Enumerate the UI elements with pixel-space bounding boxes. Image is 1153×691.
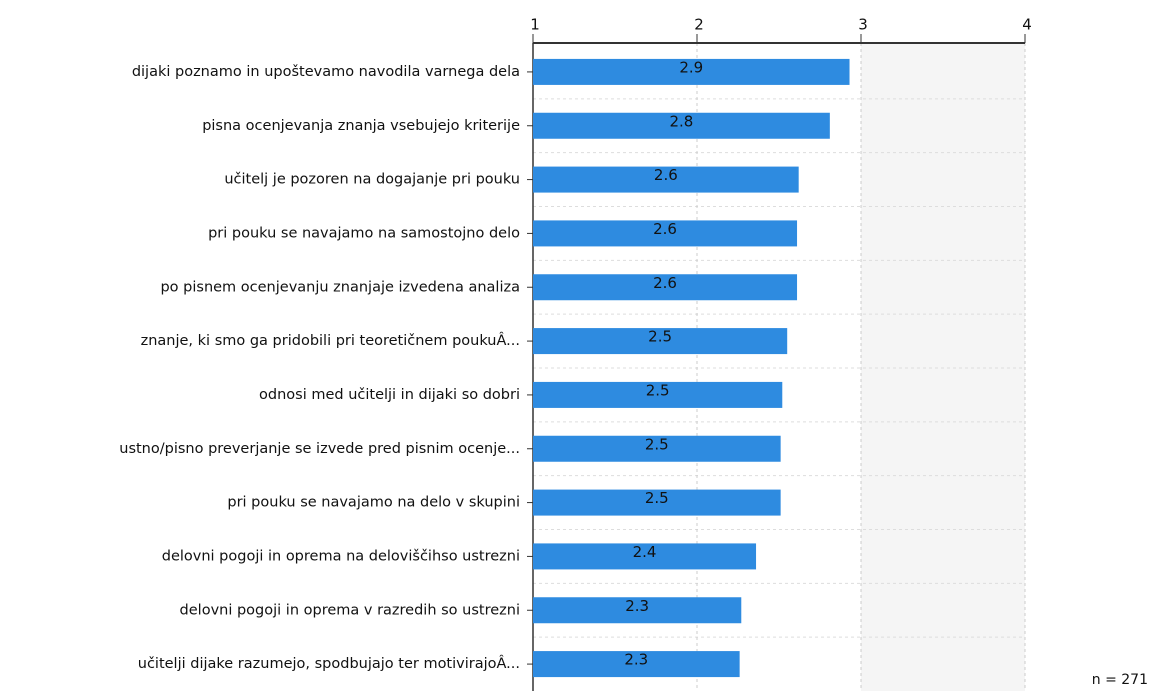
data-label: 2.6 (654, 166, 678, 184)
data-label: 2.8 (669, 112, 693, 130)
y-tick-label: dijaki poznamo in upoštevamo navodila va… (132, 64, 520, 80)
bar (533, 489, 781, 516)
plot-shade (861, 43, 1025, 691)
y-tick-label: učitelji dijake razumejo, spodbujajo ter… (138, 654, 520, 672)
bar (533, 328, 788, 355)
bar (533, 112, 830, 139)
x-tick-label: 4 (1022, 16, 1032, 34)
y-tick-label: pisna ocenjevanja znanja vsebujejo krite… (202, 118, 520, 134)
y-tick-label: pri pouku se navajamo na samostojno delo (208, 225, 520, 241)
data-label: 2.5 (645, 489, 669, 507)
bar (533, 58, 850, 85)
bar (533, 435, 781, 462)
bar (533, 597, 742, 624)
sample-size: n = 271 (1092, 672, 1148, 688)
y-tick-label: delovni pogoji in oprema na deloviščihso… (162, 548, 520, 564)
data-label: 2.3 (624, 651, 648, 669)
x-tick-label: 3 (858, 16, 868, 34)
y-tick-label: odnosi med učitelji in dijaki so dobri (259, 387, 520, 403)
bar (533, 651, 740, 678)
bar (533, 220, 798, 247)
y-tick-label: pri pouku se navajamo na delo v skupini (227, 495, 520, 511)
bar (533, 274, 798, 301)
data-label: 2.5 (645, 435, 669, 453)
y-tick-label: učitelj je pozoren na dogajanje pri pouk… (224, 172, 520, 188)
data-label: 2.4 (633, 543, 657, 561)
bar (533, 381, 783, 408)
y-tick-label: znanje, ki smo ga pridobili pri teoretič… (141, 331, 520, 349)
x-tick-label: 2 (694, 16, 704, 34)
data-label: 2.5 (646, 381, 670, 399)
data-label: 2.6 (653, 274, 677, 292)
y-tick-label: ustno/pisno preverjanje se izvede pred p… (119, 441, 520, 457)
data-label: 2.3 (625, 597, 649, 615)
bar (533, 166, 799, 193)
x-tick-label: 1 (530, 16, 540, 34)
data-label: 2.9 (679, 58, 703, 76)
data-label: 2.6 (653, 220, 677, 238)
data-label: 2.5 (648, 328, 672, 346)
y-tick-label: po pisnem ocenjevanju znanjaje izvedena … (160, 279, 520, 295)
bar (533, 543, 757, 570)
y-tick-label: delovni pogoji in oprema v razredih so u… (180, 602, 520, 618)
